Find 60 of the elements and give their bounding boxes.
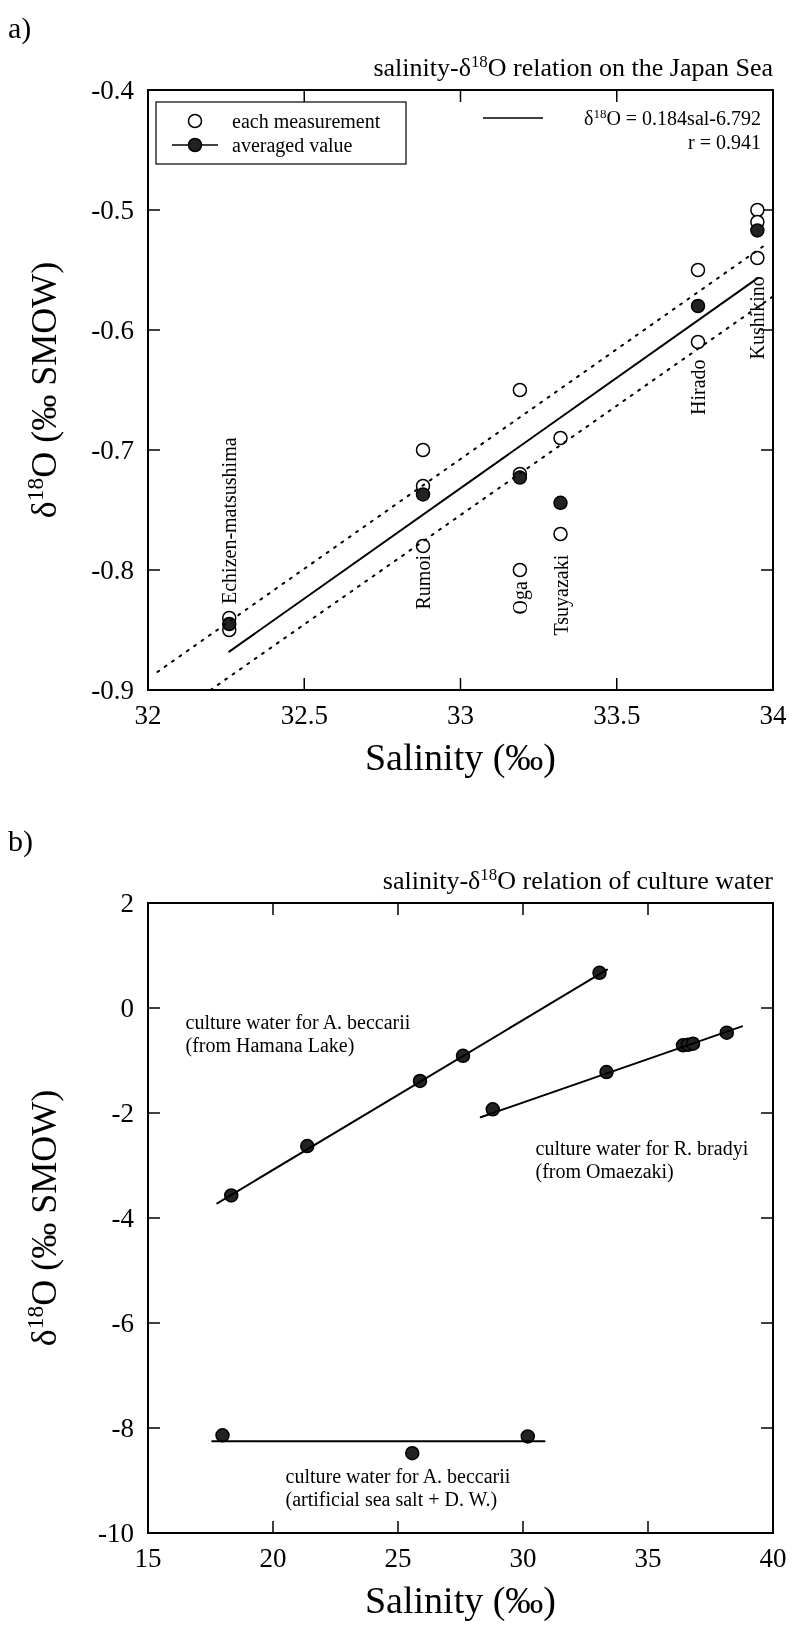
- y-tick-label: 2: [120, 888, 134, 919]
- point: [690, 298, 706, 314]
- point: [553, 495, 568, 511]
- x-tick-label: 34: [759, 700, 787, 730]
- point: [405, 1445, 420, 1461]
- x-tick-label: 30: [509, 1543, 537, 1573]
- annotation: r = 0.941: [688, 131, 761, 153]
- y-tick-label: -0.7: [91, 435, 134, 466]
- y-tick-label: -4: [111, 1203, 135, 1234]
- annotation: Tsuyazaki: [549, 554, 573, 636]
- legend-label: averaged value: [232, 134, 353, 157]
- x-tick-label: 32: [134, 700, 162, 730]
- annotation: Rumoi: [412, 554, 434, 610]
- x-tick-label: 32.5: [280, 700, 328, 730]
- y-tick-label: -0.9: [91, 675, 134, 706]
- y-tick-label: -8: [111, 1413, 134, 1444]
- y-tick-label: -0.4: [91, 75, 135, 106]
- annotation: culture water for A. beccarii (from Hamana Lake): [185, 1011, 411, 1057]
- point: [690, 262, 706, 278]
- chart-title: salinity-δ$^{18}$O relation of culture water: [382, 864, 774, 895]
- annotation: culture water for R. bradyi (from Omaezaki): [535, 1137, 749, 1183]
- point: [512, 470, 528, 485]
- annotation: Hirado: [687, 359, 709, 415]
- point: [222, 616, 237, 632]
- point: [415, 487, 431, 502]
- annotation: culture water for A. beccarii (artificial sea salt + D. W.): [285, 1464, 511, 1511]
- x-tick-label: 25: [384, 1543, 412, 1573]
- point: [553, 526, 568, 542]
- text: b): [8, 824, 33, 858]
- annotation: Echizen-matsushima: [218, 437, 241, 604]
- x-tick-label: 20: [259, 1543, 287, 1573]
- x-axis-title: Salinity (‰): [364, 736, 557, 779]
- point: [750, 223, 765, 238]
- x-tick-label: 35: [634, 1543, 662, 1573]
- point: [415, 442, 431, 458]
- point: [553, 430, 568, 446]
- point: [750, 202, 765, 218]
- point: [415, 538, 431, 554]
- legend-label: each measurement: [232, 110, 381, 132]
- annotation: Oga: [508, 581, 532, 615]
- x-tick-label: 33: [447, 700, 474, 730]
- y-tick-label: -0.6: [91, 315, 134, 346]
- x-axis-title: Salinity (‰): [364, 1579, 557, 1622]
- text: a): [8, 11, 32, 45]
- y-tick-label: 0: [120, 993, 134, 1024]
- annotation: Kushikino: [746, 276, 769, 360]
- point: [690, 334, 706, 350]
- y-tick-label: -0.5: [91, 195, 134, 226]
- x-tick-label: 33.5: [593, 700, 641, 730]
- x-tick-label: 40: [759, 1543, 787, 1573]
- point: [512, 562, 528, 578]
- y-tick-label: -0.8: [91, 555, 134, 586]
- y-tick-label: -6: [111, 1308, 134, 1339]
- y-tick-label: -2: [111, 1098, 134, 1129]
- chart-title: salinity-δ$^{18}$O relation on the Japan Sea: [373, 51, 774, 82]
- point: [750, 250, 765, 266]
- x-tick-label: 15: [134, 1543, 162, 1573]
- y-tick-label: -10: [98, 1518, 134, 1549]
- point: [512, 382, 528, 398]
- legend-label: δ$^{18}$O = 0.184sal-6.792: [583, 105, 761, 129]
